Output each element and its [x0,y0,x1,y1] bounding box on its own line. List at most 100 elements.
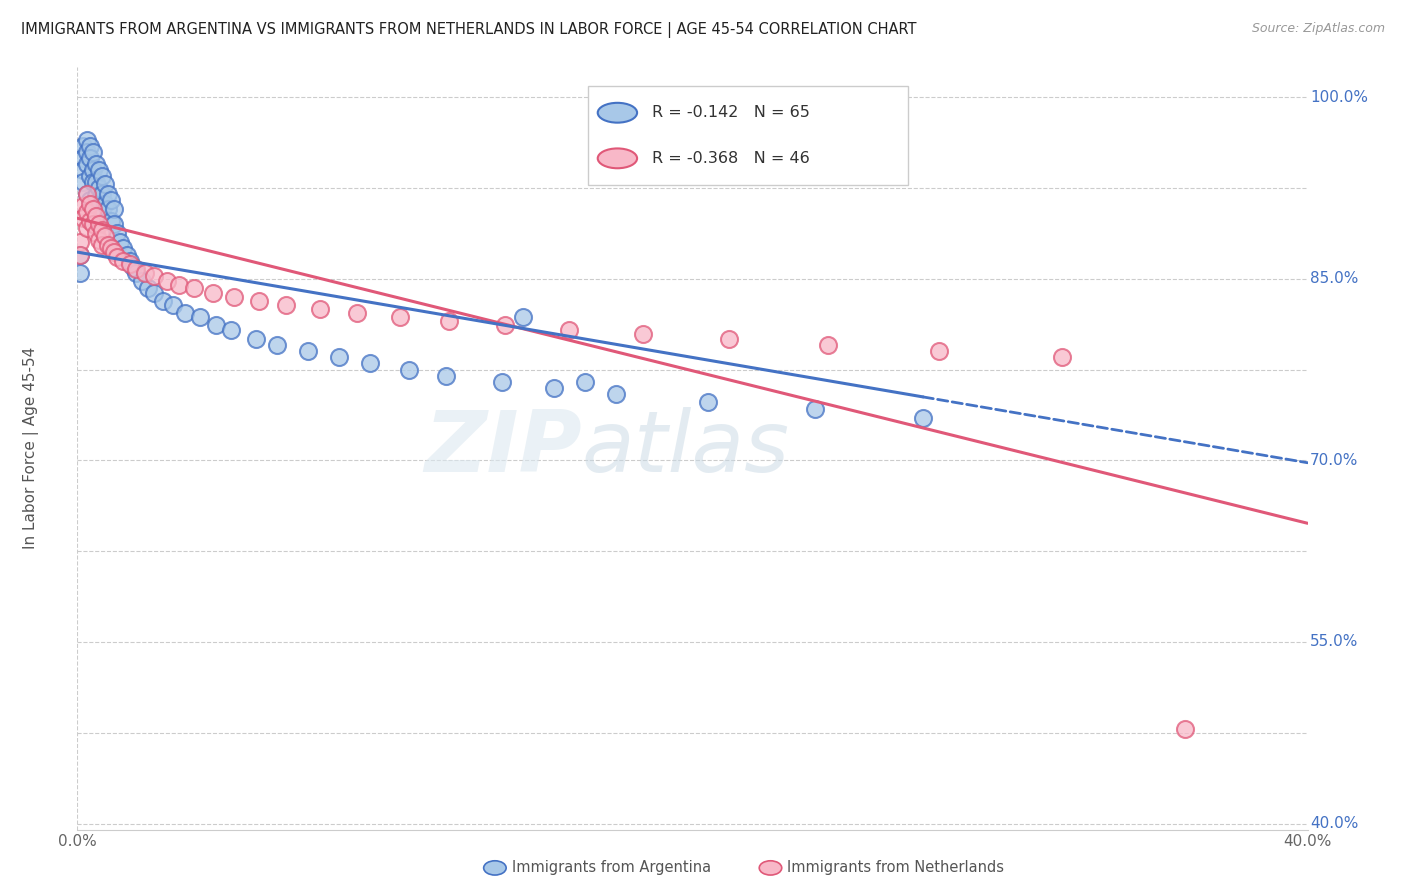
Point [76,157,98,171]
Point [82,162,104,177]
Point [79,138,101,153]
Point [436,368,458,383]
Text: R = -0.142   N = 65: R = -0.142 N = 65 [652,105,810,120]
Point [247,293,270,308]
Point [87,162,110,177]
Point [79,196,101,211]
Point [79,213,101,227]
Point [167,277,190,292]
FancyBboxPatch shape [588,86,908,186]
Point [76,145,98,159]
Point [82,145,104,159]
Ellipse shape [598,103,637,123]
Point [76,220,98,235]
Point [245,332,267,346]
Point [491,375,513,389]
Point [143,269,166,284]
Point [84,226,107,240]
Point [82,202,104,216]
Point [121,260,143,274]
Point [90,205,114,219]
Text: IMMIGRANTS FROM ARGENTINA VS IMMIGRANTS FROM NETHERLANDS IN LABOR FORCE | AGE 45: IMMIGRANTS FROM ARGENTINA VS IMMIGRANTS … [21,22,917,38]
Point [100,242,122,256]
Point [97,202,120,216]
Text: R = -0.368   N = 46: R = -0.368 N = 46 [652,151,810,166]
Point [136,281,159,295]
Point [82,217,104,231]
Point [72,175,94,189]
Point [72,199,94,213]
Text: atlas: atlas [582,407,790,490]
Point [100,193,122,207]
Point [94,178,117,192]
Point [79,169,101,183]
Point [134,266,156,280]
Point [69,247,91,261]
Point [103,202,125,216]
Point [72,211,94,226]
Point [118,257,141,271]
Point [224,290,246,304]
Text: 40.0%: 40.0% [1310,816,1358,831]
Ellipse shape [598,148,637,169]
Point [201,286,224,301]
Point [87,233,110,247]
Point [76,186,98,201]
Point [84,209,107,223]
Point [696,395,718,409]
Point [276,298,298,312]
Point [162,298,184,312]
Point [309,301,332,316]
Point [543,381,565,395]
Point [912,411,935,425]
Text: Immigrants from Netherlands: Immigrants from Netherlands [787,861,1004,875]
Point [718,332,741,346]
Point [804,402,827,417]
Point [84,157,107,171]
Point [69,247,91,261]
Point [97,186,120,201]
Point [90,186,114,201]
Point [97,237,120,252]
Point [103,245,125,260]
Text: 70.0%: 70.0% [1310,453,1358,467]
Point [94,229,117,244]
Point [90,237,114,252]
Point [143,286,166,301]
Point [125,266,148,280]
Point [152,293,174,308]
Point [346,305,368,319]
Point [174,305,197,319]
Point [87,217,110,231]
Point [817,338,839,352]
Text: In Labor Force | Age 45-54: In Labor Force | Age 45-54 [22,347,38,549]
Point [94,196,117,211]
Point [188,310,212,325]
Text: ZIP: ZIP [425,407,582,490]
Point [72,138,94,153]
Point [112,242,135,256]
Point [112,253,135,268]
Point [76,186,98,201]
Text: 100.0%: 100.0% [1310,90,1368,104]
Text: Immigrants from Argentina: Immigrants from Argentina [512,861,711,875]
Point [398,362,420,376]
Point [1050,351,1073,365]
Point [512,310,534,325]
Point [72,162,94,177]
Point [82,175,104,189]
Point [204,318,226,332]
Point [297,344,319,359]
Point [115,247,138,261]
Point [87,181,110,195]
Point [389,310,412,325]
Point [183,281,205,295]
Point [131,274,153,288]
Text: 55.0%: 55.0% [1310,634,1358,649]
Text: Source: ZipAtlas.com: Source: ZipAtlas.com [1251,22,1385,36]
Point [439,314,461,328]
Point [76,132,98,146]
Text: 85.0%: 85.0% [1310,271,1358,286]
Point [100,213,122,227]
Point [105,226,128,240]
